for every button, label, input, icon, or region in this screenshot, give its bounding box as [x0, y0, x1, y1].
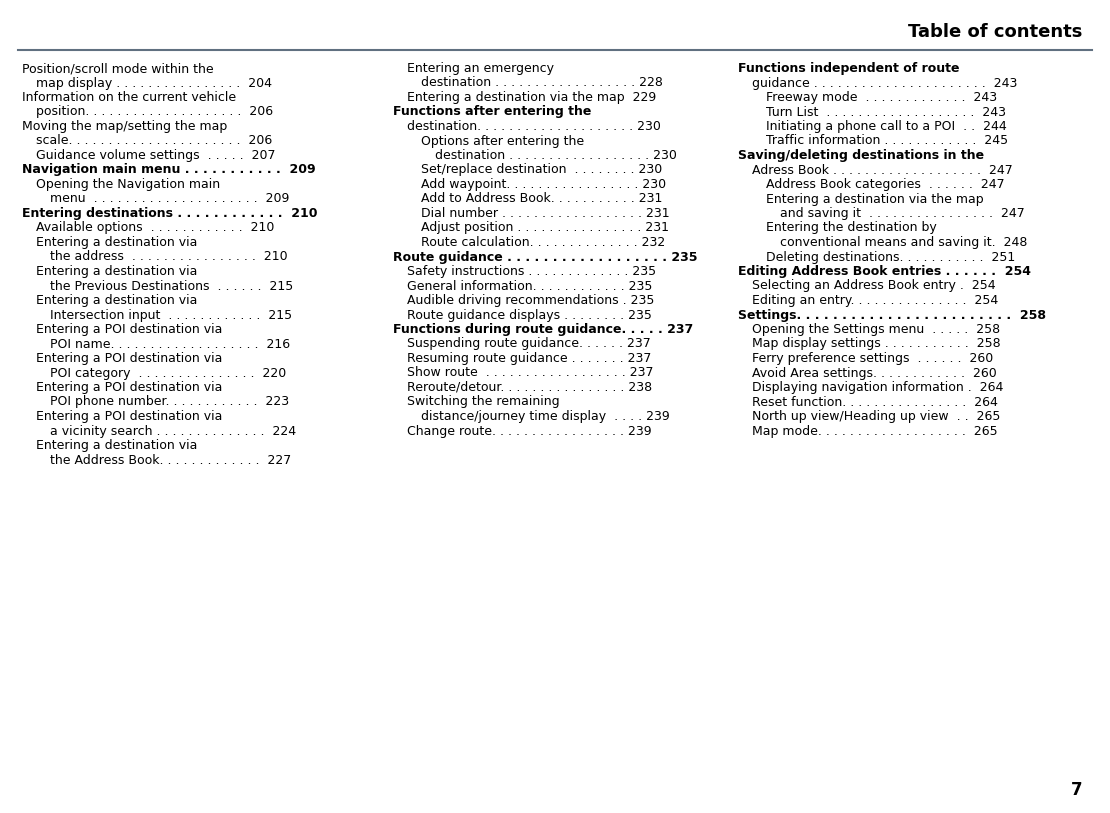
Text: Position/scroll mode within the: Position/scroll mode within the: [22, 62, 213, 75]
Text: Entering destinations . . . . . . . . . . . .  210: Entering destinations . . . . . . . . . …: [22, 207, 317, 220]
Text: Freeway mode  . . . . . . . . . . . . .  243: Freeway mode . . . . . . . . . . . . . 2…: [766, 91, 997, 104]
Text: Entering a destination via the map  229: Entering a destination via the map 229: [407, 91, 656, 104]
Text: Functions during route guidance. . . . . 237: Functions during route guidance. . . . .…: [393, 323, 694, 336]
Text: distance/journey time display  . . . . 239: distance/journey time display . . . . 23…: [421, 410, 669, 423]
Text: the address  . . . . . . . . . . . . . . . .  210: the address . . . . . . . . . . . . . . …: [50, 250, 287, 263]
Text: Entering an emergency: Entering an emergency: [407, 62, 554, 75]
Text: Map mode. . . . . . . . . . . . . . . . . . .  265: Map mode. . . . . . . . . . . . . . . . …: [751, 424, 998, 437]
Text: the Address Book. . . . . . . . . . . . .  227: the Address Book. . . . . . . . . . . . …: [50, 454, 291, 467]
Text: Intersection input  . . . . . . . . . . . .  215: Intersection input . . . . . . . . . . .…: [50, 308, 292, 321]
Text: destination. . . . . . . . . . . . . . . . . . . . 230: destination. . . . . . . . . . . . . . .…: [407, 120, 660, 133]
Text: Functions independent of route: Functions independent of route: [738, 62, 959, 75]
Text: Resuming route guidance . . . . . . . 237: Resuming route guidance . . . . . . . 23…: [407, 352, 652, 365]
Text: Change route. . . . . . . . . . . . . . . . . 239: Change route. . . . . . . . . . . . . . …: [407, 424, 652, 437]
Text: Saving/deleting destinations in the: Saving/deleting destinations in the: [738, 149, 985, 162]
Text: Moving the map/setting the map: Moving the map/setting the map: [22, 120, 228, 133]
Text: Entering a destination via: Entering a destination via: [36, 439, 198, 452]
Text: Settings. . . . . . . . . . . . . . . . . . . . . . . .  258: Settings. . . . . . . . . . . . . . . . …: [738, 308, 1046, 321]
Text: scale. . . . . . . . . . . . . . . . . . . . . .  206: scale. . . . . . . . . . . . . . . . . .…: [36, 134, 272, 147]
Text: Add to Address Book. . . . . . . . . . . 231: Add to Address Book. . . . . . . . . . .…: [421, 193, 663, 206]
Text: Entering a destination via: Entering a destination via: [36, 294, 198, 307]
Text: 7: 7: [1070, 781, 1082, 799]
Text: POI phone number. . . . . . . . . . . .  223: POI phone number. . . . . . . . . . . . …: [50, 395, 289, 408]
Text: menu  . . . . . . . . . . . . . . . . . . . . .  209: menu . . . . . . . . . . . . . . . . . .…: [50, 193, 290, 206]
Text: guidance . . . . . . . . . . . . . . . . . . . . . .  243: guidance . . . . . . . . . . . . . . . .…: [751, 76, 1018, 89]
Text: Navigation main menu . . . . . . . . . . .  209: Navigation main menu . . . . . . . . . .…: [22, 163, 315, 176]
Text: Guidance volume settings  . . . . .  207: Guidance volume settings . . . . . 207: [36, 149, 275, 162]
Text: Route guidance displays . . . . . . . . 235: Route guidance displays . . . . . . . . …: [407, 308, 652, 321]
Text: Selecting an Address Book entry .  254: Selecting an Address Book entry . 254: [751, 280, 996, 293]
Text: position. . . . . . . . . . . . . . . . . . . .  206: position. . . . . . . . . . . . . . . . …: [36, 106, 273, 119]
Text: Ferry preference settings  . . . . . .  260: Ferry preference settings . . . . . . 26…: [751, 352, 993, 365]
Text: map display . . . . . . . . . . . . . . . .  204: map display . . . . . . . . . . . . . . …: [36, 76, 272, 89]
Text: Show route  . . . . . . . . . . . . . . . . . . 237: Show route . . . . . . . . . . . . . . .…: [407, 367, 654, 380]
Text: Set/replace destination  . . . . . . . . 230: Set/replace destination . . . . . . . . …: [421, 163, 663, 176]
Text: Entering a POI destination via: Entering a POI destination via: [36, 323, 222, 336]
Text: and saving it  . . . . . . . . . . . . . . . .  247: and saving it . . . . . . . . . . . . . …: [780, 207, 1025, 220]
Text: Route calculation. . . . . . . . . . . . . . 232: Route calculation. . . . . . . . . . . .…: [421, 236, 665, 249]
Text: POI category  . . . . . . . . . . . . . . .  220: POI category . . . . . . . . . . . . . .…: [50, 367, 286, 380]
Text: Map display settings . . . . . . . . . . .  258: Map display settings . . . . . . . . . .…: [751, 337, 1000, 350]
Text: Traffic information . . . . . . . . . . . .  245: Traffic information . . . . . . . . . . …: [766, 134, 1008, 147]
Text: Suspending route guidance. . . . . . 237: Suspending route guidance. . . . . . 237: [407, 337, 650, 350]
Text: Dial number . . . . . . . . . . . . . . . . . . 231: Dial number . . . . . . . . . . . . . . …: [421, 207, 669, 220]
Text: Audible driving recommendations . 235: Audible driving recommendations . 235: [407, 294, 655, 307]
Text: Options after entering the: Options after entering the: [421, 134, 584, 147]
Text: Reroute/detour. . . . . . . . . . . . . . . . 238: Reroute/detour. . . . . . . . . . . . . …: [407, 381, 653, 394]
Text: a vicinity search . . . . . . . . . . . . . .  224: a vicinity search . . . . . . . . . . . …: [50, 424, 296, 437]
Text: North up view/Heading up view  . .  265: North up view/Heading up view . . 265: [751, 410, 1000, 423]
Text: Entering a destination via the map: Entering a destination via the map: [766, 193, 983, 206]
Text: Functions after entering the: Functions after entering the: [393, 106, 592, 119]
Text: Editing Address Book entries . . . . . .  254: Editing Address Book entries . . . . . .…: [738, 265, 1031, 278]
Text: Information on the current vehicle: Information on the current vehicle: [22, 91, 236, 104]
Text: Displaying navigation information .  264: Displaying navigation information . 264: [751, 381, 1003, 394]
Text: Entering a POI destination via: Entering a POI destination via: [36, 352, 222, 365]
Text: Initiating a phone call to a POI  . .  244: Initiating a phone call to a POI . . 244: [766, 120, 1007, 133]
Text: Reset function. . . . . . . . . . . . . . . .  264: Reset function. . . . . . . . . . . . . …: [751, 395, 998, 408]
Text: the Previous Destinations  . . . . . .  215: the Previous Destinations . . . . . . 21…: [50, 280, 293, 293]
Text: Entering a destination via: Entering a destination via: [36, 236, 198, 249]
Text: Switching the remaining: Switching the remaining: [407, 395, 559, 408]
Text: Add waypoint. . . . . . . . . . . . . . . . . 230: Add waypoint. . . . . . . . . . . . . . …: [421, 178, 666, 191]
Text: destination . . . . . . . . . . . . . . . . . . 230: destination . . . . . . . . . . . . . . …: [435, 149, 677, 162]
Text: Entering a destination via: Entering a destination via: [36, 265, 198, 278]
Text: Available options  . . . . . . . . . . . .  210: Available options . . . . . . . . . . . …: [36, 221, 274, 234]
Text: Entering the destination by: Entering the destination by: [766, 221, 937, 234]
Text: Avoid Area settings. . . . . . . . . . . .  260: Avoid Area settings. . . . . . . . . . .…: [751, 367, 997, 380]
Text: Entering a POI destination via: Entering a POI destination via: [36, 381, 222, 394]
Text: Entering a POI destination via: Entering a POI destination via: [36, 410, 222, 423]
Text: Route guidance . . . . . . . . . . . . . . . . . . 235: Route guidance . . . . . . . . . . . . .…: [393, 250, 697, 263]
Text: destination . . . . . . . . . . . . . . . . . . 228: destination . . . . . . . . . . . . . . …: [421, 76, 663, 89]
Text: Editing an entry. . . . . . . . . . . . . . .  254: Editing an entry. . . . . . . . . . . . …: [751, 294, 998, 307]
Text: Deleting destinations. . . . . . . . . . .  251: Deleting destinations. . . . . . . . . .…: [766, 250, 1016, 263]
Text: Turn List  . . . . . . . . . . . . . . . . . . .  243: Turn List . . . . . . . . . . . . . . . …: [766, 106, 1006, 119]
Text: Table of contents: Table of contents: [908, 23, 1082, 41]
Text: Safety instructions . . . . . . . . . . . . . 235: Safety instructions . . . . . . . . . . …: [407, 265, 656, 278]
Text: Opening the Settings menu  . . . . .  258: Opening the Settings menu . . . . . 258: [751, 323, 1000, 336]
Text: Adress Book . . . . . . . . . . . . . . . . . . .  247: Adress Book . . . . . . . . . . . . . . …: [751, 163, 1012, 176]
Text: Adjust position . . . . . . . . . . . . . . . . 231: Adjust position . . . . . . . . . . . . …: [421, 221, 669, 234]
Text: Opening the Navigation main: Opening the Navigation main: [36, 178, 220, 191]
Text: Address Book categories  . . . . . .  247: Address Book categories . . . . . . 247: [766, 178, 1005, 191]
Text: POI name. . . . . . . . . . . . . . . . . . .  216: POI name. . . . . . . . . . . . . . . . …: [50, 337, 290, 350]
Text: conventional means and saving it.  248: conventional means and saving it. 248: [780, 236, 1028, 249]
Text: General information. . . . . . . . . . . . 235: General information. . . . . . . . . . .…: [407, 280, 653, 293]
